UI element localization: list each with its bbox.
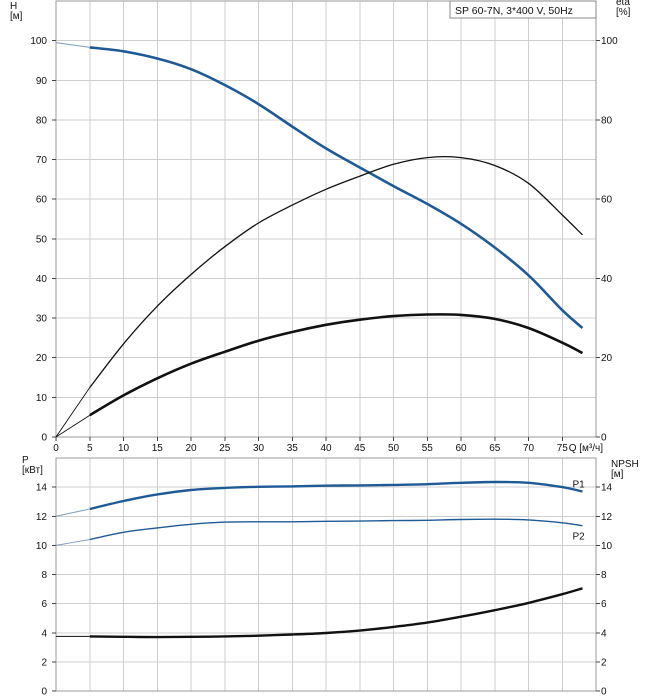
x-tick-label: 25 <box>219 443 231 454</box>
p-tick-label: 2 <box>41 657 47 668</box>
y-tick-label: 20 <box>36 353 48 364</box>
p-tick-label: 6 <box>41 599 47 610</box>
y-right-tick-label: 100 <box>601 36 618 47</box>
series-label-p2: P2 <box>573 532 586 543</box>
x-tick-label: 65 <box>489 443 501 454</box>
x-tick-label: 5 <box>87 443 93 454</box>
y-right-tick-label: 60 <box>601 195 613 206</box>
x-tick-label: 45 <box>354 443 366 454</box>
x-tick-label: 30 <box>253 443 265 454</box>
p1-curve-lead-in <box>55 508 90 517</box>
p2-curve <box>89 518 583 541</box>
y-tick-label: 80 <box>36 115 48 126</box>
npsh-tick-label: 14 <box>601 483 613 494</box>
p-tick-label: 10 <box>36 541 48 552</box>
npsh-tick-label: 2 <box>601 657 607 668</box>
x-tick-label: 20 <box>185 443 197 454</box>
y-axis-label-line-1: H <box>10 1 17 12</box>
y-right-tick-label: 0 <box>601 433 607 444</box>
head-curve <box>89 46 584 329</box>
y-tick-label: 10 <box>36 393 48 404</box>
series-layer <box>55 42 584 639</box>
y-tick-label: 50 <box>36 234 48 245</box>
p-tick-label: 4 <box>41 628 47 639</box>
x-tick-label: 60 <box>455 443 467 454</box>
npsh-tick-label: 10 <box>601 541 613 552</box>
p-tick-label: 14 <box>36 483 48 494</box>
title-box <box>449 0 597 19</box>
y-tick-label: 0 <box>41 433 47 444</box>
x-tick-label: 0 <box>53 443 59 454</box>
y-right-tick-label: 20 <box>601 353 613 364</box>
x-tick-label: 55 <box>422 443 434 454</box>
x-axis-label: Q [м³/ч] <box>569 443 604 454</box>
npsh-tick-label: 12 <box>601 512 613 523</box>
grid-layer <box>56 0 596 691</box>
x-tick-label: 40 <box>320 443 332 454</box>
series-label-p1: P1 <box>573 479 586 490</box>
total-efficiency-curve <box>89 313 584 417</box>
npsh-axis-label-line-1: NPSH <box>611 459 639 470</box>
y-tick-label: 30 <box>36 314 48 325</box>
x-tick-label: 50 <box>388 443 400 454</box>
total-efficiency-curve-lead-in <box>55 414 91 438</box>
x-tick-label: 75 <box>557 443 569 454</box>
x-tick-label: 10 <box>118 443 130 454</box>
y-axis-label-line-2: [м] <box>10 11 23 22</box>
p-tick-label: 12 <box>36 512 48 523</box>
npsh-axis-label-line-2: [м] <box>611 469 624 480</box>
npsh-tick-label: 0 <box>601 687 607 698</box>
y-tick-label: 100 <box>30 36 47 47</box>
y-right-axis-label-line-2: [%] <box>616 7 631 18</box>
npsh-tick-label: 6 <box>601 599 607 610</box>
npsh-curve <box>89 587 583 639</box>
p-axis-label-line-1: P <box>22 455 29 466</box>
npsh-tick-label: 8 <box>601 570 607 581</box>
x-tick-label: 35 <box>287 443 299 454</box>
y-tick-label: 90 <box>36 76 48 87</box>
p2-curve-lead-in <box>55 539 90 546</box>
y-right-axis-label-line-1: eta <box>616 0 630 8</box>
p-axis-label-line-2: [кВт] <box>22 465 43 476</box>
p1-curve <box>89 480 583 511</box>
pump-efficiency-curve-lead-in <box>55 387 91 438</box>
chart-title: SP 60-7N, 3*400 V, 50Hz <box>455 5 573 17</box>
x-tick-label: 15 <box>152 443 164 454</box>
p-tick-label: 8 <box>41 570 47 581</box>
head-curve-lead-in <box>55 42 90 48</box>
x-tick-label: 70 <box>523 443 535 454</box>
labels-layer: 0 5 10 15 20 25 30 35 40 45 50 55 60 65 70 75 Q [м³/ч]01… <box>10 0 639 698</box>
p-tick-label: 0 <box>41 687 47 698</box>
y-tick-label: 40 <box>36 274 48 285</box>
npsh-tick-label: 4 <box>601 628 607 639</box>
y-right-tick-label: 80 <box>601 115 613 126</box>
y-tick-label: 60 <box>36 195 48 206</box>
axes-layer <box>52 0 600 692</box>
pump-efficiency-curve <box>89 155 583 388</box>
y-right-tick-label: 40 <box>601 274 613 285</box>
y-tick-label: 70 <box>36 155 48 166</box>
